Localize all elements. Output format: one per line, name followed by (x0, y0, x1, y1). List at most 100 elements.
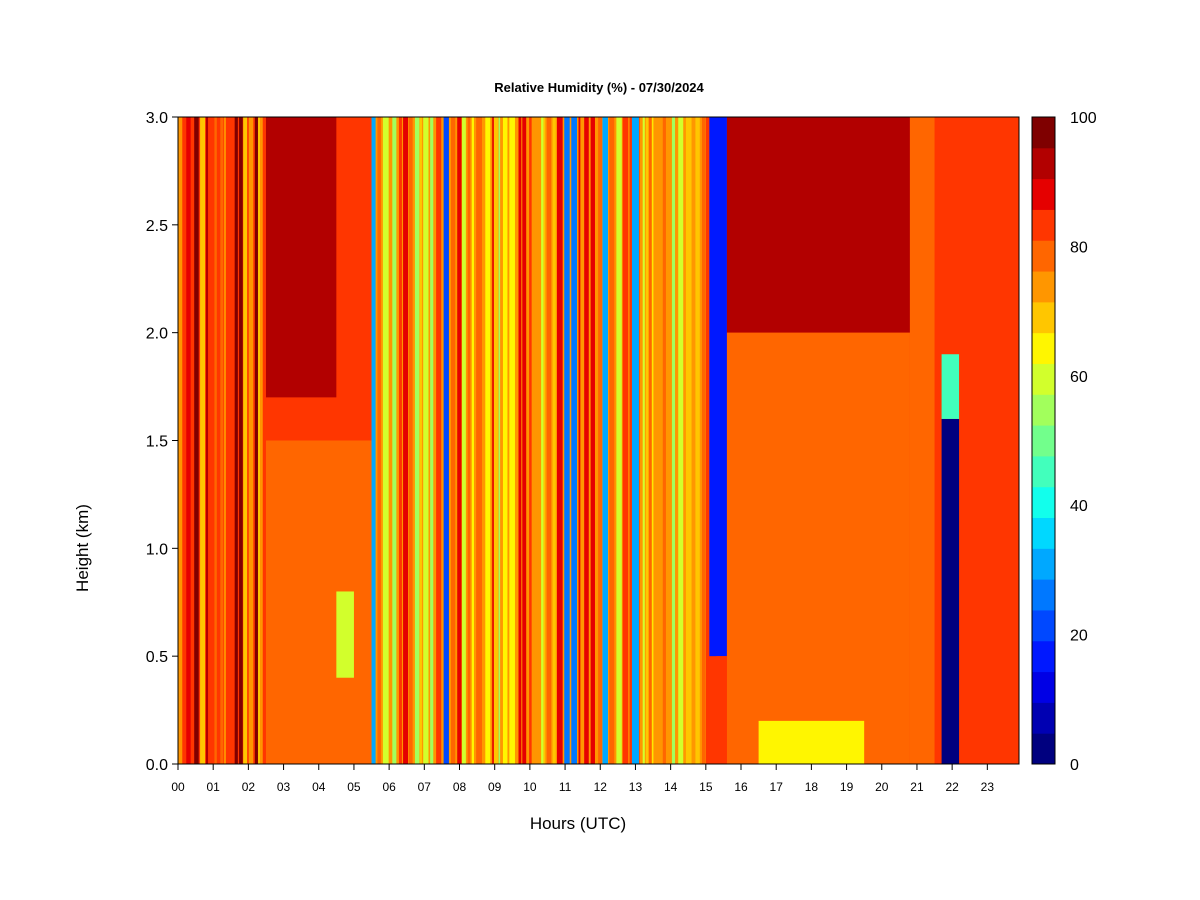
heatmap-streaks (371, 117, 706, 764)
x-axis-label: Hours (UTC) (530, 814, 626, 833)
heatmap-streak (584, 117, 589, 764)
y-tick-label: 3.0 (146, 110, 168, 127)
heatmap-streak (518, 117, 522, 764)
plot-area (178, 117, 1019, 764)
y-axis-label: Height (km) (73, 504, 92, 592)
heatmap-region (265, 440, 372, 764)
heatmap-streak (602, 117, 608, 764)
colorbar-swatch (1032, 517, 1055, 549)
colorbar-tick-label: 40 (1070, 498, 1088, 515)
colorbar-swatch (1032, 271, 1055, 303)
x-tick-label: 13 (629, 780, 643, 794)
x-tick-label: 00 (171, 780, 185, 794)
heatmap-streak (571, 117, 577, 764)
heatmap-streak (451, 117, 456, 764)
heatmap-streak (200, 117, 206, 764)
heatmap-streak (485, 117, 491, 764)
heatmap-streak (471, 117, 474, 764)
heatmap-streak (227, 117, 234, 764)
colorbar-tick-label: 100 (1070, 110, 1097, 127)
heatmap-streak (622, 117, 629, 764)
heatmap-streak (423, 117, 429, 764)
colorbar-swatch (1032, 640, 1055, 673)
colorbar-swatch (1032, 579, 1055, 611)
y-tick-label: 0.0 (146, 757, 168, 774)
heatmap-streak (564, 117, 570, 764)
heatmap-streak (590, 117, 595, 764)
heatmap-streak (522, 117, 527, 764)
heatmap-region (336, 591, 354, 678)
y-tick-label: 2.5 (146, 218, 168, 235)
heatmap-streak (443, 117, 449, 764)
heatmap-region (758, 720, 865, 764)
y-tick-label: 2.0 (146, 326, 168, 343)
colorbar-swatch (1032, 363, 1055, 395)
x-tick-label: 16 (734, 780, 748, 794)
heatmap-streak (214, 117, 217, 764)
heatmap-streak (578, 117, 581, 764)
heatmap-streak (248, 117, 254, 764)
colorbar-swatch (1032, 671, 1055, 703)
heatmap-streak (598, 117, 603, 764)
y-axis: 0.0 0.5 1.0 1.5 2.0 2.5 3.0 (146, 110, 178, 774)
heatmap-streak (609, 117, 615, 764)
heatmap-streak (546, 117, 552, 764)
heatmap-streak (616, 117, 622, 764)
heatmap-streak (671, 117, 676, 764)
heatmap-streak (667, 117, 669, 764)
x-tick-label: 11 (559, 780, 572, 794)
y-tick-label: 1.5 (146, 434, 168, 451)
heatmap-streak (652, 117, 654, 764)
heatmap-streaks (178, 117, 266, 764)
heatmap-streak (529, 117, 532, 764)
x-axis: 00 01 02 03 04 05 06 07 08 09 10 11 12 13 14 15 16 17 18 19… (171, 764, 994, 794)
colorbar-swatch (1032, 394, 1055, 426)
heatmap-streak (701, 117, 706, 764)
colorbar-swatch (1032, 209, 1055, 241)
colorbar-swatch (1032, 733, 1055, 765)
heatmap-region (631, 117, 639, 764)
heatmap-streak (557, 117, 563, 764)
heatmap-streak (260, 117, 263, 764)
colorbar-swatch (1032, 147, 1055, 180)
heatmap-region (265, 117, 337, 398)
heatmap-streak (403, 117, 409, 764)
heatmap-streak (502, 117, 508, 764)
heatmap-region (726, 117, 910, 333)
x-tick-label: 03 (277, 780, 291, 794)
heatmap-streak (186, 117, 191, 764)
heatmap-streak (476, 117, 482, 764)
colorbar-swatch (1032, 117, 1055, 149)
colorbar-swatch (1032, 609, 1055, 642)
heatmap-region (726, 332, 910, 764)
heatmap-streak (194, 117, 199, 764)
heatmap-region (709, 117, 727, 657)
heatmap-streak (220, 117, 224, 764)
heatmap-streak (492, 117, 494, 764)
heatmap-streak (541, 117, 544, 764)
x-tick-label: 08 (453, 780, 467, 794)
y-tick-label: 1.0 (146, 541, 168, 558)
colorbar-tick-label: 60 (1070, 369, 1088, 386)
heatmap-streak (398, 117, 402, 764)
colorbar-swatch (1032, 486, 1055, 519)
x-tick-label: 19 (840, 780, 854, 794)
colorbar-frame (1031, 116, 1056, 765)
heatmap-streak (239, 117, 243, 764)
heatmap-streak (414, 117, 420, 764)
heatmap-streak (695, 117, 700, 764)
heatmap-streak (493, 117, 498, 764)
x-tick-label: 20 (875, 780, 889, 794)
x-tick-label: 10 (523, 780, 537, 794)
heatmap-region (909, 117, 935, 764)
x-tick-label: 09 (488, 780, 502, 794)
colorbar-swatch (1032, 702, 1055, 734)
colorbar-swatch (1032, 240, 1055, 272)
heatmap-region (941, 354, 960, 419)
heatmap-streak (457, 117, 462, 764)
x-tick-label: 15 (699, 780, 713, 794)
heatmap-streak (263, 117, 266, 764)
heatmap-streak (254, 117, 258, 764)
heatmap-streak (498, 117, 501, 764)
